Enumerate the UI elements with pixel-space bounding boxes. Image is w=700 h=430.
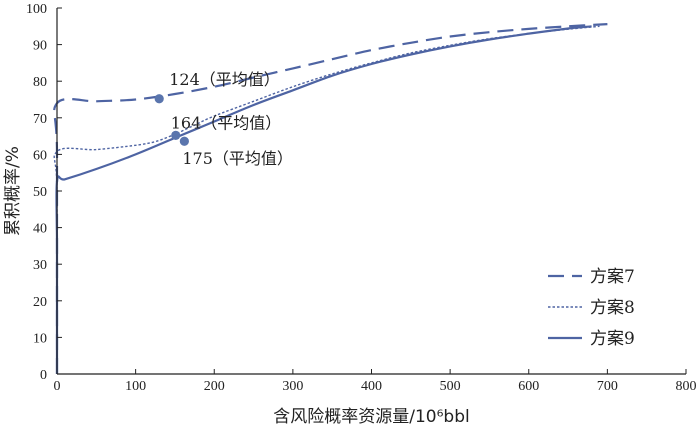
y-tick-label: 90 [33,39,47,54]
x-axis-ticks: 0 100 200 300 400 500 600 700 800 [54,369,697,394]
y-tick-label: 30 [33,258,47,273]
x-tick-label: 700 [597,379,618,394]
y-tick-label: 0 [40,368,47,383]
mean-markers [154,94,189,146]
legend-label-series-8: 方案8 [590,298,635,318]
mean-marker [171,130,181,140]
annotation-series-7-mean: 124（平均值） [169,70,280,89]
y-tick-label: 50 [33,185,47,200]
y-tick-label: 80 [33,75,47,90]
y-tick-label: 70 [33,112,47,127]
x-axis-title: 含风险概率资源量/10⁶bbl [273,407,469,427]
x-tick-label: 600 [518,379,539,394]
x-tick-label: 500 [440,379,461,394]
series-line-8 [53,25,600,374]
x-tick-label: 800 [676,379,697,394]
annotations: 124（平均值） 164（平均值） 175（平均值） [169,70,293,168]
legend-label-series-9: 方案9 [590,329,635,349]
y-tick-label: 40 [33,222,47,237]
y-tick-label: 20 [33,295,47,310]
legend-label-series-7: 方案7 [590,267,635,287]
y-tick-label: 60 [33,148,47,163]
x-tick-label: 200 [204,379,225,394]
mean-marker [179,136,189,146]
x-tick-label: 100 [125,379,146,394]
y-tick-label: 10 [33,331,47,346]
x-tick-label: 0 [54,379,61,394]
x-tick-label: 400 [361,379,382,394]
series-line-9 [55,25,592,374]
y-axis-ticks: 0 10 20 30 40 50 60 70 80 90 100 [26,2,62,383]
x-tick-label: 300 [282,379,303,394]
mean-marker [154,94,164,104]
y-tick-label: 100 [26,2,47,17]
y-axis-title: 累积概率/% [3,146,23,236]
annotation-series-9-mean: 175（平均值） [182,149,293,168]
plot-lines [53,23,608,374]
legend: 方案7 方案8 方案9 [548,267,635,349]
annotation-series-8-mean: 164（平均值） [171,113,282,132]
